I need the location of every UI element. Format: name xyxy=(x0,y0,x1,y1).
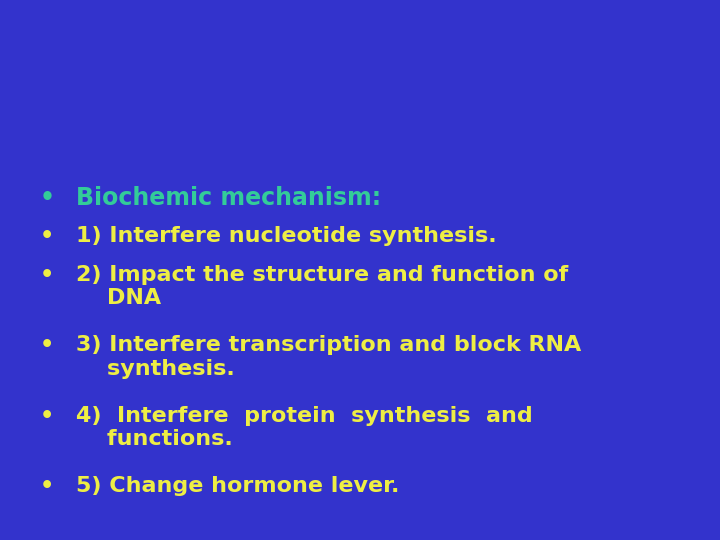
Text: •: • xyxy=(40,406,54,426)
Text: 4)  Interfere  protein  synthesis  and
    functions.: 4) Interfere protein synthesis and funct… xyxy=(76,406,532,449)
Text: 1) Interfere nucleotide synthesis.: 1) Interfere nucleotide synthesis. xyxy=(76,226,496,246)
Text: Biochemic mechanism:: Biochemic mechanism: xyxy=(76,186,381,210)
Text: 5) Change hormone lever.: 5) Change hormone lever. xyxy=(76,476,399,496)
Text: •: • xyxy=(40,335,54,355)
Text: •: • xyxy=(40,476,54,496)
Text: •: • xyxy=(40,265,54,285)
Text: 2) Impact the structure and function of
    DNA: 2) Impact the structure and function of … xyxy=(76,265,568,308)
Text: •: • xyxy=(40,186,55,210)
Text: •: • xyxy=(40,226,54,246)
Text: 3) Interfere transcription and block RNA
    synthesis.: 3) Interfere transcription and block RNA… xyxy=(76,335,581,379)
